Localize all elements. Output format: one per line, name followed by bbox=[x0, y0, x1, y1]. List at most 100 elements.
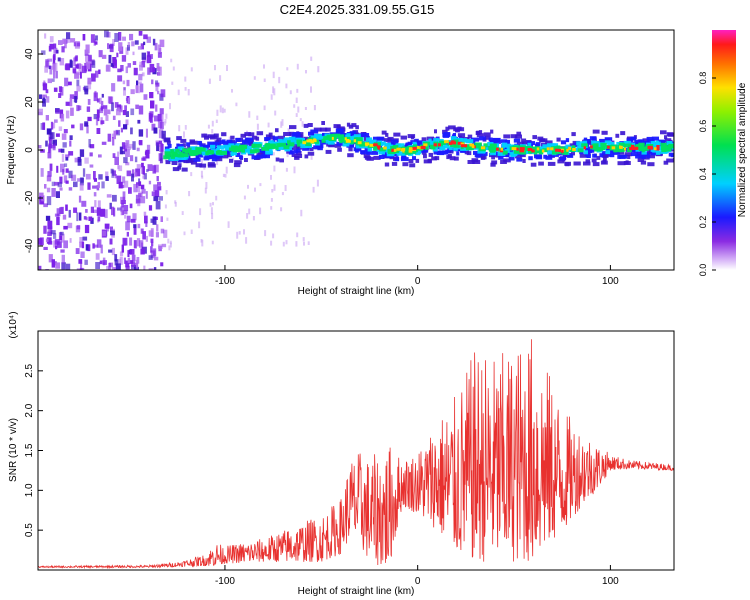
noise-cell bbox=[38, 108, 43, 112]
spectral-cell bbox=[355, 125, 359, 130]
noise-cell bbox=[84, 157, 89, 164]
noise-cell bbox=[132, 61, 137, 65]
spectral-cell bbox=[391, 161, 398, 166]
noise-cell bbox=[139, 61, 142, 68]
spectral-cell bbox=[619, 154, 626, 159]
noise-cell bbox=[109, 238, 113, 245]
spectral-cell bbox=[204, 135, 209, 140]
noise-cell bbox=[132, 51, 135, 56]
spectral-peak-cell bbox=[619, 145, 623, 149]
noise-cell bbox=[183, 131, 185, 138]
spectral-cell bbox=[484, 135, 491, 140]
spectral-cell bbox=[163, 138, 170, 143]
noise-cell bbox=[97, 200, 101, 208]
spectral-cell bbox=[428, 152, 433, 157]
spectral-cell bbox=[476, 133, 484, 138]
noise-cell bbox=[73, 207, 78, 213]
spectral-cell bbox=[207, 162, 215, 167]
spectral-peak-cell bbox=[331, 136, 334, 140]
noise-cell bbox=[174, 202, 177, 207]
noise-cell bbox=[62, 214, 67, 220]
spectral-cell bbox=[641, 150, 647, 155]
spectral-cell bbox=[535, 149, 543, 154]
noise-cell bbox=[39, 94, 42, 99]
noise-cell bbox=[151, 191, 156, 197]
spectral-cell bbox=[307, 151, 315, 156]
spectral-cell bbox=[172, 167, 180, 172]
noise-cell bbox=[297, 106, 300, 113]
spectral-cell bbox=[668, 143, 674, 148]
noise-cell bbox=[47, 228, 52, 233]
noise-cell bbox=[113, 268, 117, 270]
noise-cell bbox=[54, 239, 60, 245]
noise-cell bbox=[43, 203, 48, 208]
noise-cell bbox=[166, 217, 169, 221]
spectral-cell bbox=[235, 153, 241, 157]
noise-cell bbox=[150, 238, 154, 243]
colorbar-gradient bbox=[712, 30, 736, 270]
noise-cell bbox=[141, 165, 144, 174]
spectral-cell bbox=[199, 163, 207, 168]
noise-cell bbox=[135, 85, 141, 94]
spectral-cell bbox=[350, 140, 354, 145]
spectral-cell bbox=[527, 142, 532, 147]
spectral-cell bbox=[626, 138, 633, 143]
spectral-cell bbox=[321, 121, 325, 125]
noise-cell bbox=[55, 70, 58, 79]
noise-cell bbox=[160, 159, 164, 164]
noise-cell bbox=[281, 192, 284, 196]
spectral-cell bbox=[339, 139, 343, 144]
noise-cell bbox=[284, 185, 287, 191]
noise-cell bbox=[48, 254, 53, 263]
spectral-peak-cell bbox=[624, 147, 627, 151]
spectral-peak-cell bbox=[607, 145, 610, 149]
spectral-cell bbox=[651, 136, 659, 141]
noise-cell bbox=[49, 36, 54, 43]
noise-cell bbox=[149, 54, 153, 59]
noise-cell bbox=[88, 216, 93, 221]
noise-cell bbox=[126, 79, 130, 87]
noise-cell bbox=[65, 180, 69, 184]
spectral-peak-cell bbox=[516, 147, 519, 151]
noise-cell bbox=[273, 165, 276, 172]
noise-cell bbox=[108, 249, 113, 253]
noise-cell bbox=[136, 164, 141, 169]
spectral-cell bbox=[545, 155, 553, 160]
noise-cell bbox=[47, 231, 52, 237]
spectral-cell bbox=[256, 154, 263, 159]
spectral-peak-cell bbox=[433, 143, 437, 147]
spectral-cell bbox=[592, 153, 597, 158]
spectral-cell bbox=[592, 162, 600, 167]
noise-cell bbox=[50, 230, 56, 235]
noise-cell bbox=[272, 86, 275, 94]
noise-cell bbox=[211, 120, 214, 127]
spectral-peak-cell bbox=[396, 147, 401, 151]
spectral-cell bbox=[535, 142, 541, 147]
spectrogram-x-label: Height of straight line (km) bbox=[298, 286, 415, 297]
noise-cell bbox=[153, 164, 159, 173]
noise-cell bbox=[69, 238, 72, 243]
spectral-cell bbox=[175, 148, 180, 153]
spectral-cell bbox=[290, 140, 299, 145]
noise-cell bbox=[163, 121, 166, 126]
colorbar-tick-label: 0.4 bbox=[698, 168, 708, 181]
spectral-cell bbox=[459, 127, 465, 132]
spectral-cell bbox=[543, 154, 548, 159]
spectral-cell bbox=[231, 151, 237, 156]
spectral-cell bbox=[433, 150, 441, 155]
spectral-cell bbox=[256, 131, 264, 136]
noise-cell bbox=[53, 233, 57, 239]
noise-cell bbox=[121, 203, 124, 208]
spectral-peak-cell bbox=[611, 146, 616, 150]
noise-cell bbox=[109, 202, 112, 210]
spectral-cell bbox=[351, 123, 357, 128]
noise-cell bbox=[69, 94, 75, 99]
spectral-cell bbox=[178, 163, 182, 168]
spectral-cell bbox=[201, 133, 208, 138]
noise-cell bbox=[125, 260, 130, 268]
x-tick-label: 0 bbox=[415, 576, 421, 587]
spectral-cell bbox=[571, 132, 576, 137]
noise-cell bbox=[133, 224, 137, 229]
y-tick-label: 40 bbox=[24, 48, 35, 60]
noise-cell bbox=[153, 115, 159, 122]
